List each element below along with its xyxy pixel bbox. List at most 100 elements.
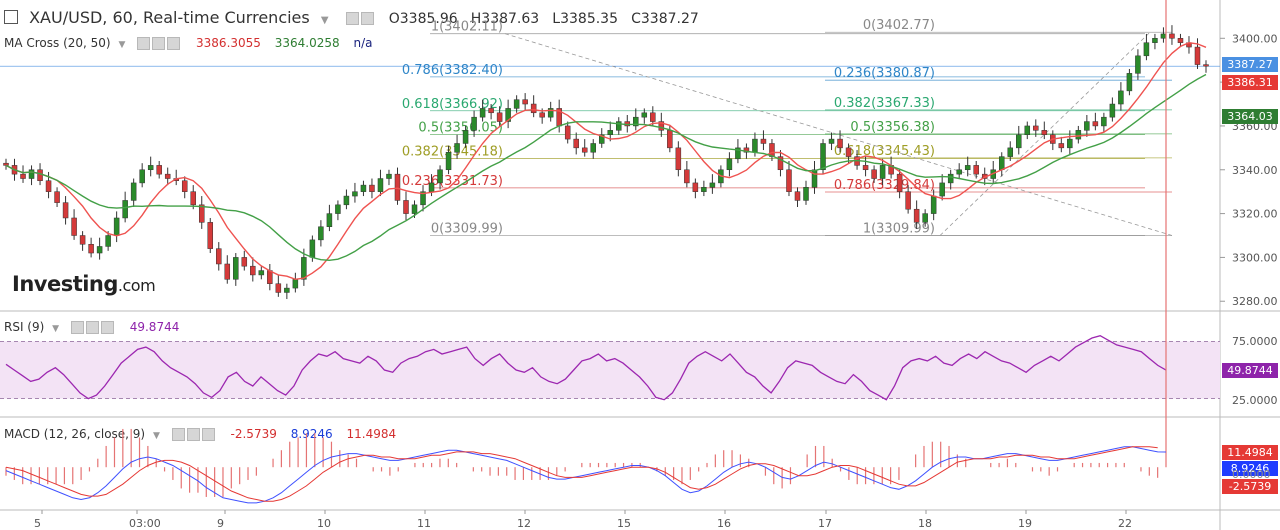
ohlc-open: O3385.96 [388, 11, 458, 27]
candle-body [956, 169, 962, 175]
time-axis-label: 12 [517, 517, 531, 530]
candle-body [905, 191, 911, 210]
candle-body [1084, 121, 1090, 131]
candle-body [1092, 121, 1099, 127]
candle-body [947, 173, 954, 184]
candle-body [794, 191, 801, 201]
visibility-icon[interactable] [171, 428, 185, 441]
candle-body [709, 182, 716, 188]
candle-body [147, 165, 154, 171]
candle-body [3, 162, 9, 166]
candle-body [1118, 90, 1124, 105]
settings-icon[interactable] [345, 12, 359, 25]
fib-level-label: 0.382(3367.33) [834, 96, 935, 111]
gear-icon[interactable] [85, 321, 99, 334]
candle-body [896, 173, 903, 192]
candle-body [913, 208, 920, 223]
price-tick-label: 3320.00 [1232, 208, 1278, 221]
fib-level-label: 0.618(3345.43) [834, 144, 935, 159]
candle-body [581, 147, 588, 153]
ohlc-high: H3387.63 [470, 11, 540, 27]
candle-body [301, 257, 307, 280]
candle-body [96, 246, 103, 254]
ma-cross-name[interactable]: MA Cross (20, 50) [4, 36, 111, 50]
candle-body [590, 143, 596, 153]
candle-body [633, 116, 639, 127]
time-axis-label: 22 [1118, 517, 1132, 530]
chevron-down-icon[interactable]: ▼ [320, 15, 329, 26]
candle-body [684, 169, 690, 184]
ohlc-low: L3385.35 [552, 11, 618, 27]
candle-body [352, 191, 358, 197]
symbol-title[interactable]: XAU/USD, 60, Real-time Currencies [29, 8, 310, 27]
candle-body [420, 191, 426, 206]
ma-fast-line [5, 41, 1207, 281]
candle-body [607, 130, 614, 135]
candle-body [675, 147, 682, 171]
close-icon[interactable] [167, 37, 181, 50]
candle-body [735, 147, 741, 160]
fib-level-label: 0.618(3366.92) [402, 97, 503, 112]
candle-body [105, 235, 111, 247]
candle-body [1194, 46, 1201, 65]
candle-body [267, 270, 273, 284]
ma-cross-legend: MA Cross (20, 50) ▼ 3386.3055 3364.0258 … [4, 36, 373, 50]
fib-level-label: 0.382(3345.18) [402, 144, 503, 159]
candle-body [258, 270, 265, 276]
candle-body [641, 112, 648, 118]
time-axis-label: 16 [717, 517, 731, 530]
candle-body [760, 138, 767, 144]
candle-body [828, 138, 835, 144]
fib-level-label: 0.236(3331.73) [402, 174, 503, 189]
price-tick-label: 3340.00 [1232, 164, 1278, 177]
macd-signal-tag: 11.4984 [1222, 445, 1278, 460]
candle-body [1160, 33, 1167, 39]
time-axis-label: 17 [818, 517, 832, 530]
candle-body [845, 147, 852, 157]
candle-body [343, 195, 350, 206]
candle-body [275, 283, 282, 293]
chevron-down-icon[interactable]: ▼ [118, 40, 126, 50]
candle-body [335, 204, 341, 214]
rsi-legend: RSI (9) ▼ 49.8744 [4, 320, 179, 334]
time-axis-label: 11 [417, 517, 431, 530]
candle-body [616, 121, 622, 131]
visibility-icon[interactable] [70, 321, 84, 334]
rsi-name[interactable]: RSI (9) [4, 320, 45, 334]
candle-body [207, 222, 214, 249]
gear-icon[interactable] [152, 37, 166, 50]
gear-icon[interactable] [360, 12, 374, 25]
fib-level-label: 0.5(3356.05) [418, 121, 503, 136]
candle-body [454, 143, 460, 153]
macd-name[interactable]: MACD (12, 26, close, 9) [4, 427, 146, 441]
candle-body [1016, 134, 1022, 149]
candle-body [1177, 38, 1184, 43]
ma-extra-value: n/a [353, 36, 373, 50]
chevron-down-icon[interactable]: ▼ [152, 431, 160, 441]
price-tick-label: 3280.00 [1232, 295, 1278, 308]
candle-body [701, 187, 707, 192]
fib-level-label: 0(3309.99) [431, 222, 503, 237]
candle-body [837, 138, 843, 149]
candle-body [479, 108, 486, 118]
close-icon[interactable] [201, 428, 215, 441]
candle-body [692, 182, 699, 192]
candle-body [743, 147, 750, 153]
chevron-down-icon[interactable]: ▼ [52, 324, 60, 334]
candle-body [1075, 130, 1082, 140]
gear-icon[interactable] [186, 428, 200, 441]
candle-body [726, 158, 733, 171]
rsi-band [0, 341, 1220, 399]
time-axis-label: 10 [317, 517, 331, 530]
candle-body [250, 265, 256, 276]
candle-body [598, 134, 605, 144]
macd-hist-tag: -2.5739 [1222, 479, 1278, 494]
candle-body [1169, 33, 1175, 39]
collapse-icon[interactable] [4, 10, 18, 24]
candle-body [964, 165, 971, 171]
candle-body [360, 184, 367, 192]
close-icon[interactable] [100, 321, 114, 334]
candle-body [1033, 125, 1039, 131]
visibility-icon[interactable] [137, 37, 151, 50]
